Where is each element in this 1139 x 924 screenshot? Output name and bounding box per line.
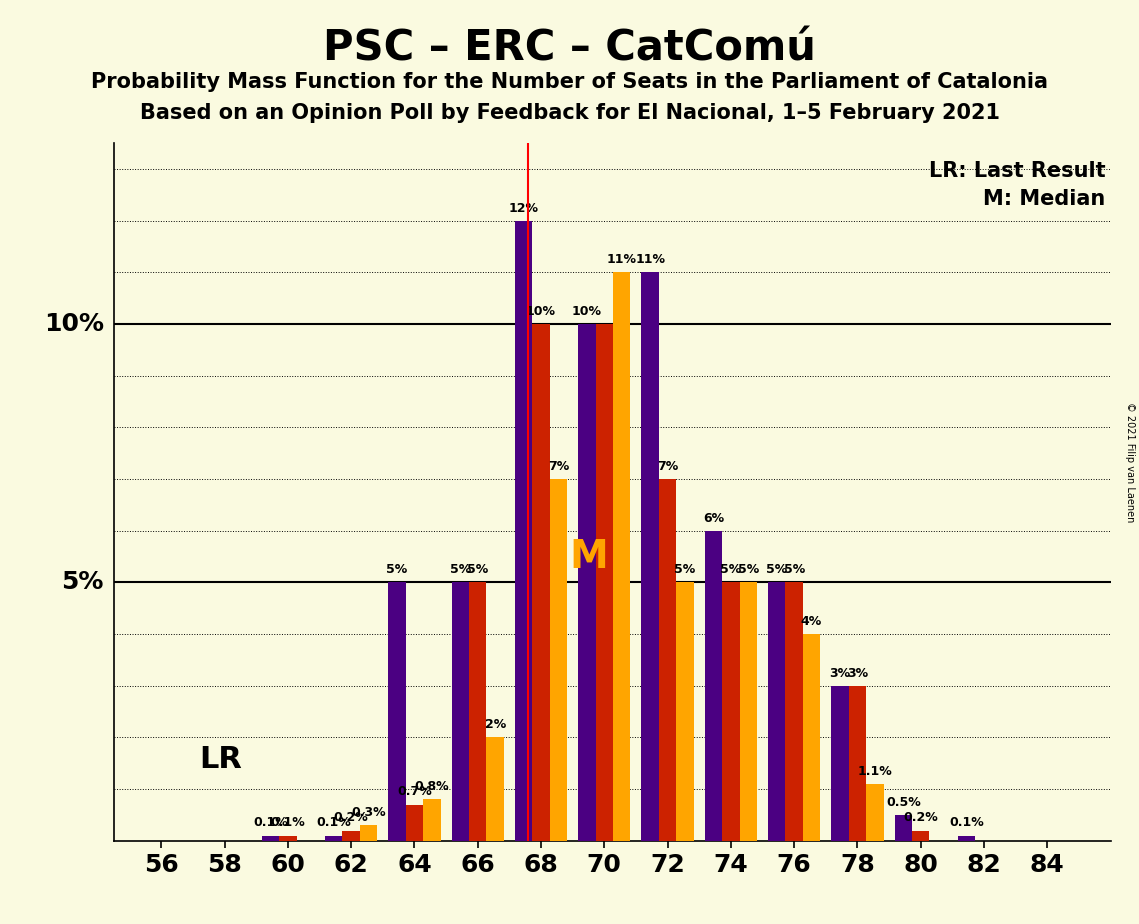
Text: 5%: 5% [386,564,408,577]
Bar [866,784,884,841]
Text: 11%: 11% [607,253,637,266]
Bar [613,273,630,841]
Text: 0.8%: 0.8% [415,780,449,794]
Bar [469,582,486,841]
Text: 5%: 5% [674,564,696,577]
Bar [579,324,596,841]
Bar [641,273,658,841]
Text: 5%: 5% [450,564,470,577]
Bar [262,835,279,841]
Text: © 2021 Filip van Laenen: © 2021 Filip van Laenen [1125,402,1134,522]
Text: 1.1%: 1.1% [858,765,892,778]
Bar [343,831,360,841]
Text: M: M [570,538,608,576]
Bar [739,582,757,841]
Text: 5%: 5% [467,564,489,577]
Text: 3%: 3% [829,666,851,680]
Text: 0.1%: 0.1% [949,817,984,830]
Text: PSC – ERC – CatComú: PSC – ERC – CatComú [323,28,816,69]
Bar [768,582,786,841]
Text: 10%: 10% [526,305,556,318]
Text: 5%: 5% [720,564,741,577]
Text: 5%: 5% [62,570,104,594]
Bar [486,737,503,841]
Text: 12%: 12% [509,201,539,214]
Bar [722,582,739,841]
Text: 5%: 5% [784,564,805,577]
Bar [705,530,722,841]
Text: LR: LR [199,745,243,773]
Text: 0.2%: 0.2% [334,811,369,824]
Text: 7%: 7% [548,460,570,473]
Text: 4%: 4% [801,615,822,628]
Text: LR: Last Result: LR: Last Result [929,161,1106,181]
Text: 5%: 5% [738,564,759,577]
Bar [550,480,567,841]
Bar [803,634,820,841]
Text: 0.1%: 0.1% [253,817,288,830]
Text: 0.1%: 0.1% [271,817,305,830]
Text: 0.1%: 0.1% [317,817,351,830]
Text: Probability Mass Function for the Number of Seats in the Parliament of Catalonia: Probability Mass Function for the Number… [91,72,1048,92]
Bar [596,324,613,841]
Text: 10%: 10% [572,305,601,318]
Text: 0.7%: 0.7% [398,785,432,798]
Bar [279,835,296,841]
Text: 3%: 3% [847,666,868,680]
Bar [424,799,441,841]
Text: 7%: 7% [657,460,678,473]
Bar [325,835,343,841]
Text: 10%: 10% [44,312,104,336]
Bar [958,835,975,841]
Bar [515,221,532,841]
Text: Based on an Opinion Poll by Feedback for El Nacional, 1–5 February 2021: Based on an Opinion Poll by Feedback for… [139,103,1000,124]
Bar [894,815,912,841]
Text: 5%: 5% [767,564,787,577]
Text: 0.5%: 0.5% [886,796,920,808]
Bar [360,825,377,841]
Bar [677,582,694,841]
Bar [912,831,929,841]
Text: M: Median: M: Median [983,188,1106,209]
Bar [405,805,424,841]
Text: 11%: 11% [636,253,665,266]
Bar [658,480,677,841]
Text: 6%: 6% [703,512,724,525]
Bar [831,686,849,841]
Bar [388,582,405,841]
Bar [452,582,469,841]
Bar [786,582,803,841]
Bar [532,324,550,841]
Text: 2%: 2% [484,718,506,731]
Text: 0.2%: 0.2% [903,811,939,824]
Bar [849,686,866,841]
Text: 0.3%: 0.3% [351,806,386,820]
